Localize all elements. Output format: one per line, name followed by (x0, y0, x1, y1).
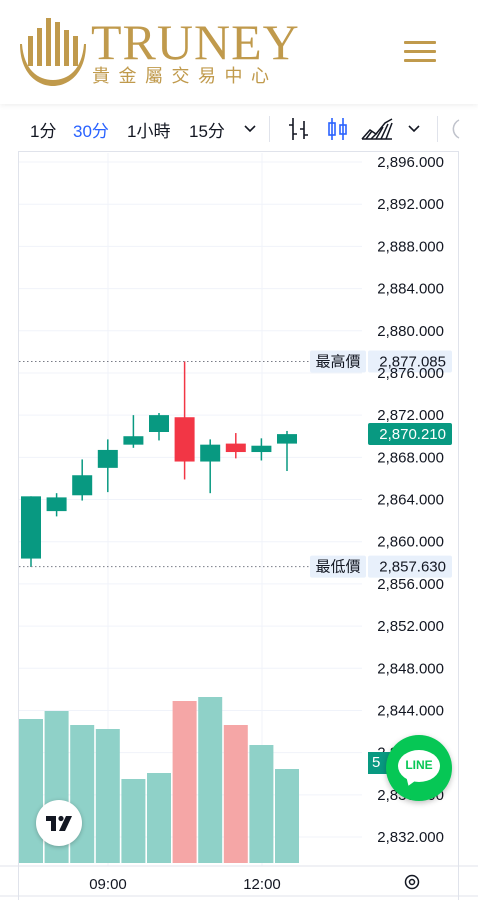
high-price-value: 2,877.085 (379, 353, 446, 370)
price-label: 2,888.000 (377, 238, 444, 255)
gear-icon-ring (404, 874, 420, 890)
price-label: 2,856.000 (377, 576, 444, 593)
bars-icon[interactable] (286, 115, 312, 143)
low-price-value-bg (368, 555, 452, 578)
more-tools-icon[interactable] (448, 117, 460, 141)
volume-bar (275, 769, 299, 863)
price-label: 2,876.000 (377, 365, 444, 382)
price-label: 2,848.000 (377, 660, 444, 677)
high-price-label: 最高價 (315, 353, 360, 370)
low-price-label-bg (310, 555, 366, 578)
interval-1m[interactable]: 1分 (30, 122, 57, 141)
toolbar-divider (269, 116, 270, 142)
interval-15m[interactable]: 15分 (189, 122, 225, 141)
volume-bar (121, 779, 146, 863)
last-price-value: 2,870.210 (379, 426, 446, 443)
gear-icon (404, 874, 420, 890)
volume-bar (223, 725, 248, 863)
candle-body (123, 436, 144, 445)
high-price-value-bg (368, 350, 452, 373)
high-price-label-bg (310, 350, 366, 373)
price-label: 2,864.000 (377, 492, 444, 509)
line-chat-button[interactable]: LINE (386, 735, 452, 801)
brand-subtitle: 貴金屬交易中心 (92, 66, 278, 87)
price-label: 2,872.000 (377, 407, 444, 424)
price-label: 2,852.000 (377, 618, 444, 635)
volume-bars (19, 697, 299, 863)
chevron-down-icon[interactable] (242, 121, 258, 137)
candle-body (149, 415, 169, 432)
tradingview-logo[interactable] (36, 800, 82, 846)
candle-body (225, 443, 246, 453)
candle-body (46, 497, 67, 512)
logo-mark-icon (20, 18, 86, 86)
low-price-label: 最低價 (315, 559, 360, 576)
price-label: 2,892.000 (377, 196, 444, 213)
candle-body (21, 496, 41, 559)
line-bubble-icon (398, 750, 440, 782)
brand-name: TRUNEY (91, 14, 300, 70)
chart-type-dropdown-icon[interactable] (406, 121, 422, 137)
candles (21, 361, 297, 567)
price-label: 2,880.000 (377, 323, 444, 340)
last-price-tag-bg (368, 423, 452, 446)
reference-lines: 最高價 2,877.085 最低價 2,857.630 2,870.210 (19, 350, 452, 578)
price-label: 2,844.000 (377, 702, 444, 719)
volume-value-tag: 5 (368, 752, 390, 774)
time-label: 12:00 (243, 876, 281, 893)
price-label: 2,860.000 (377, 534, 444, 551)
candle-body (97, 449, 118, 468)
candle-body (174, 417, 195, 462)
toolbar-divider (437, 116, 438, 142)
volume-bar (198, 697, 223, 863)
price-label: 2,884.000 (377, 281, 444, 298)
candlestick-icon[interactable] (326, 115, 350, 143)
time-axis: 09:00 12:00 (0, 865, 478, 897)
volume-bar (147, 773, 171, 863)
candle-body (72, 475, 93, 496)
chart-frame (18, 106, 459, 900)
truney-logo[interactable]: TRUNEY 貴金屬交易中心 (18, 14, 318, 94)
price-label: 2,832.000 (377, 829, 444, 846)
tradingview-logo-icon (46, 815, 72, 831)
volume-bar (172, 701, 197, 863)
time-label: 09:00 (89, 876, 127, 893)
interval-1h[interactable]: 1小時 (127, 122, 171, 141)
candle-body (200, 444, 221, 462)
chart-toolbar: 1分 30分 1小時 15分 (18, 106, 460, 152)
volume-bar (19, 719, 43, 863)
price-label: 2,868.000 (377, 449, 444, 466)
gear-icon-hub (408, 878, 416, 886)
area-chart-icon[interactable] (360, 115, 394, 143)
interval-30m[interactable]: 30分 (73, 122, 109, 141)
line-label: LINE (405, 758, 433, 772)
hamburger-menu-icon[interactable] (402, 38, 438, 66)
volume-bar (249, 745, 274, 863)
low-price-value: 2,857.630 (379, 559, 446, 576)
volume-bar (95, 729, 120, 863)
candle-body (251, 445, 272, 453)
site-header: TRUNEY 貴金屬交易中心 (0, 0, 478, 104)
candle-body (277, 434, 297, 444)
price-label: 2,896.000 (377, 154, 444, 171)
